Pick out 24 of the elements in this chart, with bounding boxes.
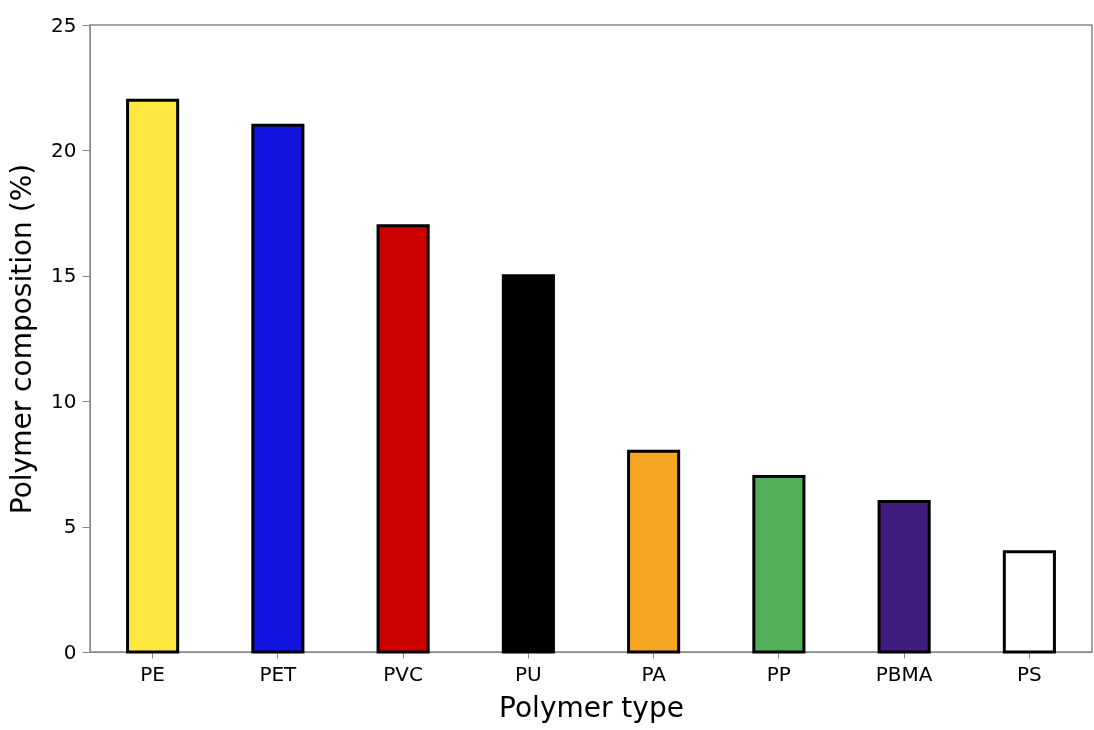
bar <box>877 500 931 654</box>
y-tick-label: 10 <box>51 388 77 413</box>
x-tick-label: PA <box>641 661 667 686</box>
x-tick-label: PS <box>1016 661 1042 686</box>
x-tick-label: PET <box>259 661 298 686</box>
x-tick-label: PBMA <box>875 661 933 686</box>
y-tick-label: 20 <box>51 137 77 162</box>
x-tick-label: PP <box>766 661 791 686</box>
y-tick-label: 5 <box>63 514 77 539</box>
y-tick-label: 25 <box>51 12 77 37</box>
x-tick-label: PE <box>140 661 165 686</box>
bar <box>627 449 681 654</box>
bar <box>251 123 305 654</box>
bar <box>501 274 555 654</box>
x-axis-title: Polymer type <box>499 690 684 724</box>
bar <box>126 98 180 654</box>
x-tick-label: PVC <box>383 661 423 686</box>
bar <box>752 474 806 654</box>
bar <box>1002 550 1056 654</box>
y-tick-label: 0 <box>63 639 77 664</box>
bar <box>376 224 430 654</box>
x-tick-label: PU <box>515 661 542 686</box>
y-axis-title: Polymer composition (%) <box>5 163 39 515</box>
y-tick-label: 15 <box>51 263 77 288</box>
